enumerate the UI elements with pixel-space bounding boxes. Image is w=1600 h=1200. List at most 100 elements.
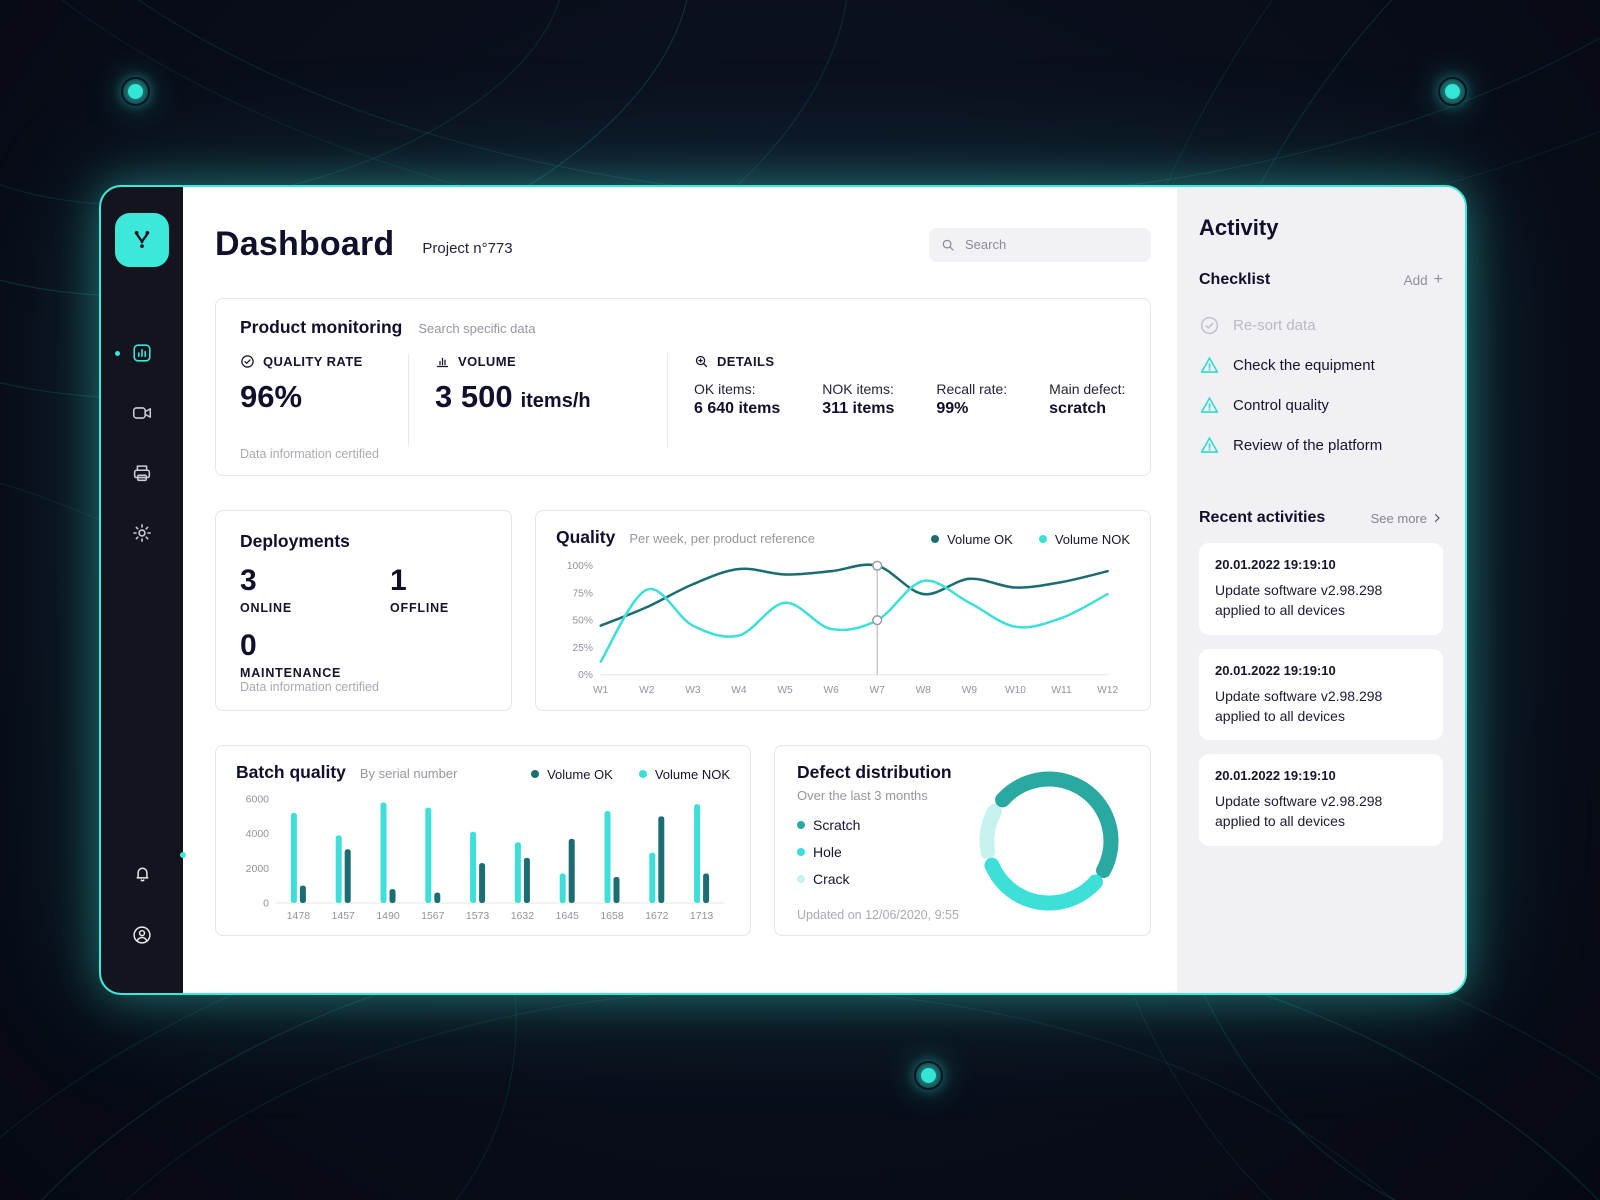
svg-text:6000: 6000 — [246, 794, 270, 806]
checklist-item-review-platform[interactable]: Review of the platform — [1199, 425, 1443, 465]
glow-dot-top-left — [121, 77, 150, 106]
app-logo — [115, 213, 169, 267]
svg-text:2000: 2000 — [246, 863, 270, 875]
legend-dot-nok — [1038, 535, 1047, 543]
defect-title: Defect distribution — [797, 762, 952, 782]
sidebar-item-camera[interactable] — [101, 393, 183, 433]
checklist: Re-sort data Check the equipment Control… — [1199, 305, 1443, 465]
svg-text:W8: W8 — [916, 685, 932, 696]
quality-rate-label: QUALITY RATE — [263, 354, 363, 369]
batch-quality-card: Batch quality By serial number Volume OK… — [215, 745, 751, 936]
glow-dot-bottom — [914, 1061, 943, 1090]
sidebar-item-dashboard[interactable] — [101, 333, 183, 373]
add-checklist-button[interactable]: Add + — [1403, 271, 1443, 288]
deployments-offline: 1 OFFLINE — [390, 564, 450, 616]
details-label: DETAILS — [717, 354, 775, 369]
svg-text:W7: W7 — [870, 685, 886, 696]
quality-title: Quality — [556, 527, 616, 547]
checklist-item-resort-data[interactable]: Re-sort data — [1199, 305, 1443, 345]
svg-text:1567: 1567 — [421, 910, 445, 922]
svg-text:W4: W4 — [731, 685, 747, 696]
svg-text:25%: 25% — [573, 643, 593, 654]
page-header: Dashboard Project n°773 — [215, 225, 1151, 264]
quality-chart-card: Quality Per week, per product reference … — [535, 510, 1151, 711]
legend-volume-ok: Volume OK — [931, 532, 1013, 547]
activity-entry[interactable]: 20.01.2022 19:19:10 Update software v2.9… — [1199, 648, 1443, 741]
volume-unit: items/h — [520, 390, 591, 412]
volume-block: VOLUME 3 500 items/h — [408, 354, 667, 447]
quality-rate-block: QUALITY RATE 96% — [240, 354, 408, 447]
svg-text:1645: 1645 — [556, 910, 580, 922]
svg-text:1490: 1490 — [376, 910, 400, 922]
activity-entry[interactable]: 20.01.2022 19:19:10 Update software v2.9… — [1199, 754, 1443, 846]
legend-dot-scratch — [797, 821, 805, 829]
deployments-online: 3 ONLINE — [240, 564, 293, 616]
defect-subtitle: Over the last 3 months — [797, 788, 928, 803]
notification-badge — [180, 852, 186, 858]
bell-icon — [136, 867, 148, 881]
svg-text:W10: W10 — [1005, 685, 1026, 696]
check-circle-icon — [241, 355, 254, 368]
alert-triangle-icon — [1200, 436, 1219, 453]
batch-title: Batch quality — [236, 762, 346, 782]
legend-crack: Crack — [797, 871, 1128, 887]
detail-ok-items: OK items: 6 640 items — [694, 381, 781, 417]
deployments-title: Deployments — [240, 531, 350, 551]
defect-donut-chart — [979, 771, 1119, 911]
svg-text:4000: 4000 — [246, 828, 270, 840]
sidebar — [101, 187, 186, 993]
svg-text:W3: W3 — [685, 685, 701, 696]
user-circle-icon — [133, 926, 151, 944]
detail-nok-items: NOK items: 311 items — [822, 381, 895, 417]
sidebar-bottom — [101, 852, 186, 955]
recent-activities-list: 20.01.2022 19:19:10 Update software v2.9… — [1199, 543, 1443, 846]
deployments-maintenance: 0 MAINTENANCE — [240, 629, 342, 681]
active-indicator-dot — [115, 350, 120, 356]
page-subtitle: Project n°773 — [422, 240, 513, 257]
main-content: Dashboard Project n°773 Product monitori… — [183, 187, 1177, 993]
quality-rate-value: 96% — [240, 379, 303, 414]
sidebar-item-account[interactable] — [101, 915, 183, 955]
volume-value: 3 500 — [435, 379, 513, 414]
mini-bars-icon — [436, 357, 449, 368]
plus-icon: + — [1433, 271, 1443, 288]
alert-triangle-icon — [1200, 356, 1219, 373]
svg-text:0%: 0% — [578, 670, 593, 681]
activity-panel: Activity Checklist Add + Re-sort data Ch… — [1177, 187, 1465, 993]
check-circle-icon — [1200, 316, 1219, 334]
svg-text:W1: W1 — [593, 685, 609, 696]
video-camera-icon — [132, 407, 152, 419]
checklist-item-check-equipment[interactable]: Check the equipment — [1199, 345, 1443, 385]
app-window: Dashboard Project n°773 Product monitori… — [99, 185, 1467, 995]
svg-text:W12: W12 — [1097, 685, 1118, 696]
legend-dot-nok — [638, 770, 647, 778]
quality-subtitle: Per week, per product reference — [629, 531, 816, 546]
product-monitoring-card: Product monitoring Search specific data … — [215, 298, 1151, 476]
legend-hole: Hole — [797, 844, 1128, 860]
see-more-link[interactable]: See more — [1371, 511, 1443, 526]
search-input[interactable] — [963, 236, 1127, 253]
batch-subtitle: By serial number — [359, 766, 458, 781]
legend-dot-crack — [797, 875, 805, 883]
batch-legend: Volume OK Volume NOK — [531, 767, 730, 782]
sidebar-item-notifications[interactable] — [101, 852, 186, 893]
activity-entry[interactable]: 20.01.2022 19:19:10 Update software v2.9… — [1199, 543, 1443, 635]
details-block: DETAILS OK items: 6 640 items NOK items:… — [667, 354, 1126, 447]
sidebar-item-settings[interactable] — [101, 513, 183, 553]
svg-text:W9: W9 — [962, 685, 978, 696]
svg-text:1573: 1573 — [466, 910, 490, 922]
detail-main-defect: Main defect: scratch — [1049, 381, 1126, 417]
page-title: Dashboard — [215, 225, 395, 263]
magnifier-plus-icon — [695, 355, 708, 368]
batch-bar-chart: 0 2000 4000 6000 1478 1457 1490 1567 1573 1632 164… — [246, 794, 724, 922]
checklist-item-control-quality[interactable]: Control quality — [1199, 385, 1443, 425]
svg-text:1478: 1478 — [287, 910, 311, 922]
legend-volume-ok: Volume OK — [531, 767, 613, 782]
volume-label: VOLUME — [458, 354, 517, 369]
sidebar-item-devices[interactable] — [101, 453, 183, 493]
glow-dot-top-right — [1438, 77, 1467, 106]
chevron-right-icon — [1434, 513, 1440, 523]
defect-footer: Updated on 12/06/2020, 9:55 — [797, 908, 959, 922]
quality-legend: Volume OK Volume NOK — [931, 532, 1130, 547]
search-box[interactable] — [929, 227, 1151, 262]
